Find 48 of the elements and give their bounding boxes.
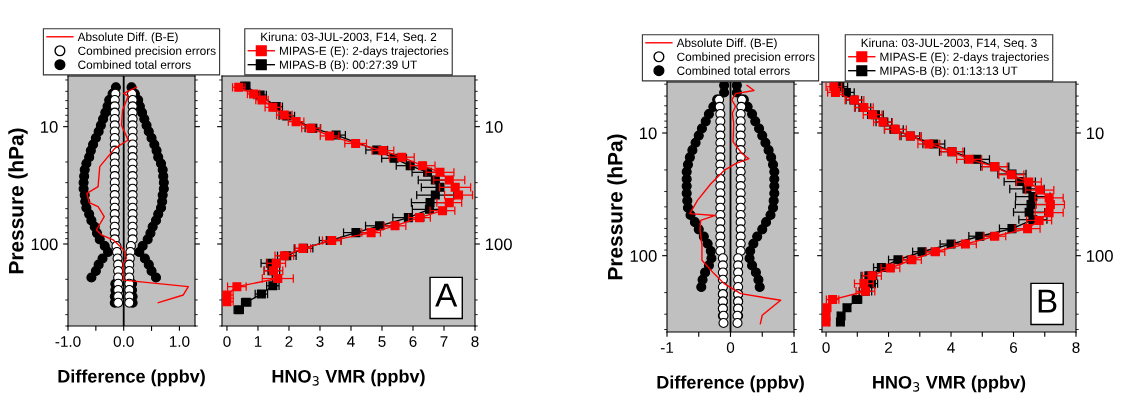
y-tick-label: 10 [41,121,58,133]
x-axis-title: Difference (ppbv) [657,375,804,393]
x-tick-label: 0 [726,342,735,353]
x-tick-label: 0 [822,342,830,353]
legend-label: MIPAS-E (E): 2-days trajectories [880,52,1049,64]
y-axis-title: Pressure (hPa) [8,128,28,274]
x-tick-label: 6 [1010,342,1018,353]
x-tick-label: 0 [223,336,231,347]
y-tick-label: 100 [1086,250,1113,262]
legend-label: MIPAS-B (B): 01:13:13 UT [880,66,1018,78]
y-tick-label: 100 [31,238,58,251]
y-tick-label: 100 [485,238,512,251]
x-tick-label: 5 [378,336,386,347]
legend-title: Kiruna: 03-JUL-2003, F14, Seq. 3 [861,38,1037,50]
legend-label: MIPAS-E (E): 2-days trajectories [279,46,449,58]
x-tick-label: 6 [409,336,417,347]
annotation: B [1038,289,1057,313]
x-tick-label: 2 [885,342,893,353]
annotation: A [435,283,458,307]
x-tick-label: 7 [440,336,448,347]
x-tick-label: 8 [471,336,479,347]
x-tick-label: 1.0 [169,336,190,347]
x-axis-title: HNO$_{3}$ VMR (ppbv) [272,369,425,387]
legend-label: Combined precision errors [78,46,216,58]
y-tick-label: 10 [1086,127,1104,140]
x-tick-label: 4 [947,342,955,353]
x-tick-label: 3 [316,336,324,347]
x-axis-title: HNO$_{3}$ VMR (ppbv) [873,375,1026,393]
x-tick-label: 1 [790,342,798,353]
x-tick-label: 0.0 [113,336,134,347]
x-tick-label: -1.0 [55,336,81,347]
legend-title: Kiruna: 03-JUL-2003, F14, Seq. 2 [261,32,437,44]
y-tick-label: 10 [485,121,503,133]
legend-label: Combined total errors [78,60,191,69]
legend-label: Combined precision errors [677,52,815,64]
y-tick-label: 100 [630,250,657,262]
x-axis-title: Difference (ppbv) [58,369,205,387]
y-axis-title: Pressure (hPa) [607,134,627,280]
legend-label: Absolute Diff. (B-E) [676,38,777,50]
x-tick-label: -1 [660,342,674,353]
legend-label: Combined total errors [677,66,790,75]
y-tick-label: 10 [640,127,657,140]
x-tick-label: 8 [1072,342,1080,353]
x-tick-label: 2 [285,336,293,347]
x-tick-label: 4 [347,336,355,347]
x-tick-label: 1 [254,336,262,347]
legend-label: Absolute Diff. (B-E) [77,32,178,44]
legend-label: MIPAS-B (B): 00:27:39 UT [279,60,417,72]
